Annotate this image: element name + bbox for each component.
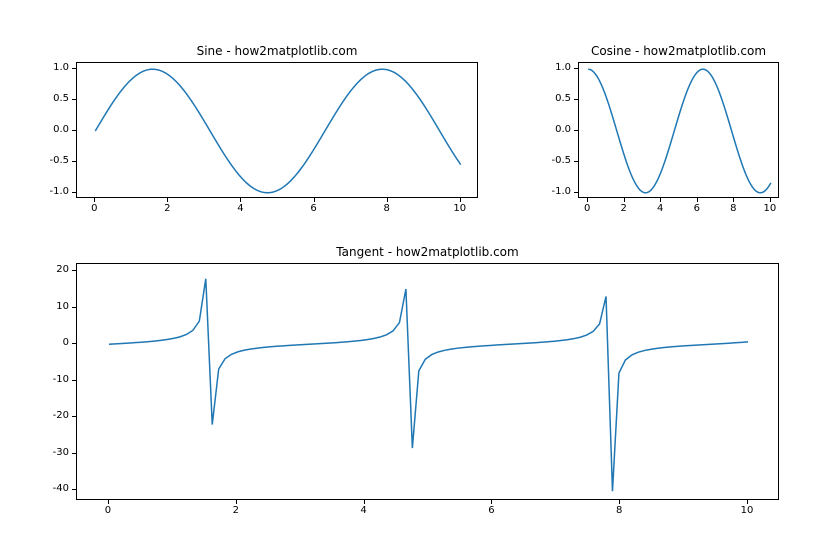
xtick-label: 2 [226,505,246,516]
ytick-mark [72,270,76,271]
ytick-mark [72,489,76,490]
ytick-label: -20 [53,410,69,421]
ytick-label: 20 [56,264,69,275]
ytick-mark [72,453,76,454]
xtick-mark [619,500,620,504]
xtick-mark [108,500,109,504]
ytick-mark [72,380,76,381]
tangent-curve [77,264,780,501]
subplot-tangent: Tangent - how2matplotlib.com 0 2 4 6 8 10 -40 -… [0,0,840,560]
tangent-plot-area [76,263,779,500]
ytick-label: -10 [53,374,69,385]
ytick-mark [72,343,76,344]
xtick-mark [364,500,365,504]
tangent-title: Tangent - how2matplotlib.com [76,245,779,259]
xtick-mark [236,500,237,504]
ytick-label: 10 [56,301,69,312]
ytick-label: -30 [53,447,69,458]
xtick-mark [491,500,492,504]
xtick-label: 6 [481,505,501,516]
xtick-label: 4 [354,505,374,516]
figure: Sine - how2matplotlib.com 0246810-1.0-0.… [0,0,840,560]
xtick-label: 0 [98,505,118,516]
xtick-label: 10 [737,505,757,516]
ytick-label: -40 [53,483,69,494]
ytick-label: 0 [63,337,69,348]
ytick-mark [72,416,76,417]
tangent-line [109,279,748,491]
xtick-mark [747,500,748,504]
xtick-label: 8 [609,505,629,516]
ytick-mark [72,307,76,308]
